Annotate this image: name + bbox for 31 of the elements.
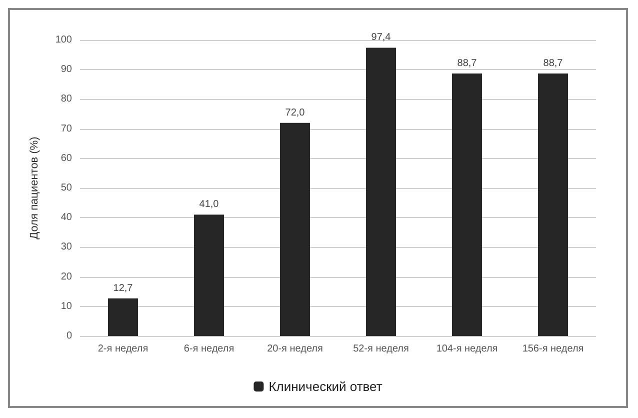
y-tick-label: 40	[60, 212, 72, 224]
y-tick-label: 100	[55, 34, 72, 46]
y-axis-title: Доля пациентов (%)	[28, 136, 40, 240]
legend-label: Клинический ответ	[268, 379, 382, 394]
x-tick-label: 20-я неделя	[267, 344, 323, 354]
data-label: 41,0	[199, 199, 220, 210]
y-tick-label: 60	[60, 152, 72, 164]
data-label: 97,4	[371, 32, 392, 44]
y-tick-label: 0	[66, 330, 72, 342]
data-label: 12,7	[113, 282, 134, 294]
x-tick-label: 104-я неделя	[436, 344, 498, 354]
bar	[538, 73, 568, 336]
y-tick-label: 70	[60, 123, 72, 134]
bar	[194, 214, 224, 336]
data-label: 88,7	[543, 58, 564, 69]
y-tick-label: 10	[60, 300, 72, 312]
bar	[452, 73, 482, 336]
bar	[108, 298, 138, 336]
x-tick-label: 156-я неделя	[522, 344, 584, 354]
y-tick-label: 30	[60, 242, 72, 253]
data-label: 72,0	[285, 107, 306, 118]
bar	[280, 122, 310, 336]
y-tick-label: 80	[60, 94, 72, 105]
x-tick-label: 52-я неделя	[353, 344, 409, 354]
data-label: 88,7	[457, 58, 478, 69]
y-tick-label: 20	[60, 271, 72, 282]
bar	[366, 48, 396, 336]
y-tick-label: 50	[60, 182, 72, 194]
y-tick-label: 90	[60, 64, 72, 76]
x-tick-label: 2-я неделя	[98, 344, 148, 354]
x-tick-label: 6-я неделя	[184, 344, 234, 354]
